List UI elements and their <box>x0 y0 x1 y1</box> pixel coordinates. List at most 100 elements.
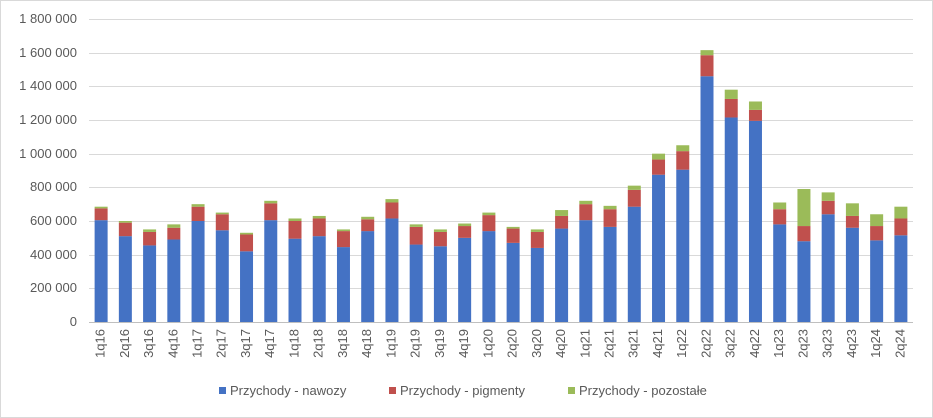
legend-label-pigmenty: Przychody - pigmenty <box>400 383 525 398</box>
bar-pigmenty-4q22 <box>748 109 762 121</box>
bar-nawozy-2q21 <box>603 226 617 322</box>
bar-pozostale-3q18 <box>336 229 350 232</box>
bar-pigmenty-3q16 <box>143 231 157 246</box>
legend-item-nawozy: Przychody - nawozy <box>219 383 347 398</box>
bar-pozostale-2q18 <box>312 215 326 219</box>
legend: Przychody - nawozy Przychody - pigmenty … <box>219 383 707 398</box>
bar-pozostale-4q20 <box>555 210 569 216</box>
bar-pozostale-1q19 <box>385 199 399 203</box>
bar-pigmenty-1q22 <box>676 151 690 170</box>
bar-stack-2q18 <box>312 215 326 322</box>
bar-stack-1q17 <box>191 204 205 322</box>
bar-stack-4q20 <box>555 210 569 322</box>
y-tick-label: 600 000 <box>30 213 77 228</box>
bar-pozostale-1q20 <box>482 212 496 216</box>
bar-pigmenty-2q23 <box>797 226 811 242</box>
x-tick-label: 1q21 <box>577 329 592 358</box>
bar-stack-2q22 <box>700 50 714 322</box>
bar-nawozy-2q24 <box>894 235 908 322</box>
bar-stack-1q20 <box>482 212 496 322</box>
x-tick-label: 1q16 <box>93 329 108 358</box>
y-tick-label: 200 000 <box>30 280 77 295</box>
bar-pozostale-3q19 <box>433 229 447 232</box>
bar-nawozy-2q17 <box>215 230 229 322</box>
bar-pigmenty-3q23 <box>821 200 835 215</box>
bar-pigmenty-3q20 <box>530 231 544 248</box>
bar-nawozy-4q23 <box>845 227 859 322</box>
bar-nawozy-3q22 <box>724 117 738 322</box>
bar-pigmenty-2q16 <box>118 222 132 237</box>
bar-pozostale-2q20 <box>506 226 520 229</box>
bar-pozostale-1q22 <box>676 145 690 152</box>
bar-pozostale-2q16 <box>118 221 132 223</box>
bar-pigmenty-1q20 <box>482 215 496 232</box>
bar-nawozy-1q22 <box>676 169 690 322</box>
bar-pigmenty-3q18 <box>336 231 350 248</box>
bar-nawozy-3q21 <box>627 206 641 322</box>
bar-pigmenty-2q19 <box>409 226 423 245</box>
x-tick-label: 1q18 <box>286 329 301 358</box>
x-tick-label: 4q16 <box>165 329 180 358</box>
bar-pozostale-3q23 <box>821 192 835 201</box>
bar-pigmenty-4q21 <box>652 159 666 175</box>
bar-pozostale-4q23 <box>845 203 859 216</box>
bar-stack-1q16 <box>94 206 108 322</box>
bar-stack-3q21 <box>627 185 641 322</box>
x-tick-label: 2q20 <box>505 329 520 358</box>
bar-stack-4q17 <box>264 200 278 322</box>
bar-stack-4q18 <box>361 216 375 322</box>
bar-nawozy-1q20 <box>482 231 496 322</box>
bar-pozostale-1q18 <box>288 218 302 221</box>
x-tick-label: 2q21 <box>601 329 616 358</box>
x-tick-label: 2q24 <box>892 329 907 358</box>
bar-stack-4q16 <box>167 224 181 322</box>
bar-pozostale-2q21 <box>603 205 617 210</box>
legend-swatch-pigmenty <box>389 387 396 394</box>
bar-nawozy-3q18 <box>336 247 350 322</box>
bar-nawozy-4q16 <box>167 239 181 322</box>
x-tick-label: 2q16 <box>117 329 132 358</box>
bar-pigmenty-2q18 <box>312 218 326 237</box>
x-tick-label: 2q23 <box>795 329 810 358</box>
bar-nawozy-1q24 <box>870 240 884 322</box>
bar-pigmenty-4q20 <box>555 215 569 229</box>
bar-stack-3q17 <box>240 232 254 322</box>
x-tick-label: 2q22 <box>698 329 713 358</box>
bar-stack-3q19 <box>433 229 447 322</box>
bar-stack-1q19 <box>385 199 399 322</box>
y-tick-label: 1 800 000 <box>19 11 77 26</box>
bar-pozostale-2q22 <box>700 50 714 56</box>
y-tick-label: 400 000 <box>30 247 77 262</box>
bar-nawozy-4q18 <box>361 231 375 322</box>
bar-stack-1q18 <box>288 218 302 322</box>
x-tick-label: 3q17 <box>238 329 253 358</box>
bar-pozostale-2q19 <box>409 224 423 227</box>
x-tick-label: 1q24 <box>868 329 883 358</box>
bar-stack-3q22 <box>724 89 738 322</box>
bar-stack-2q16 <box>118 221 132 322</box>
legend-label-nawozy: Przychody - nawozy <box>230 383 347 398</box>
x-tick-label: 4q17 <box>262 329 277 358</box>
bar-pigmenty-1q24 <box>870 226 884 241</box>
bar-nawozy-1q23 <box>773 224 787 322</box>
bar-pigmenty-4q19 <box>458 226 472 238</box>
legend-swatch-nawozy <box>219 387 226 394</box>
bar-nawozy-1q19 <box>385 218 399 322</box>
bar-pigmenty-1q16 <box>94 208 108 221</box>
y-tick-label: 1 400 000 <box>19 78 77 93</box>
bar-pozostale-4q19 <box>458 223 472 227</box>
bar-stack-4q19 <box>458 223 472 322</box>
bar-nawozy-2q20 <box>506 242 520 322</box>
bar-nawozy-3q19 <box>433 246 447 322</box>
x-tick-label: 1q22 <box>674 329 689 358</box>
bar-stack-1q23 <box>773 202 787 322</box>
bar-pozostale-4q21 <box>652 153 666 160</box>
bar-pigmenty-4q23 <box>845 215 859 228</box>
legend-item-pozostale: Przychody - pozostałe <box>568 383 707 398</box>
bar-pozostale-4q22 <box>748 101 762 110</box>
y-axis: 0 200 000 400 000 600 000 800 000 1 000 000 1 … <box>19 11 77 329</box>
legend-label-pozostale: Przychody - pozostałe <box>579 383 707 398</box>
x-tick-label: 4q23 <box>844 329 859 358</box>
